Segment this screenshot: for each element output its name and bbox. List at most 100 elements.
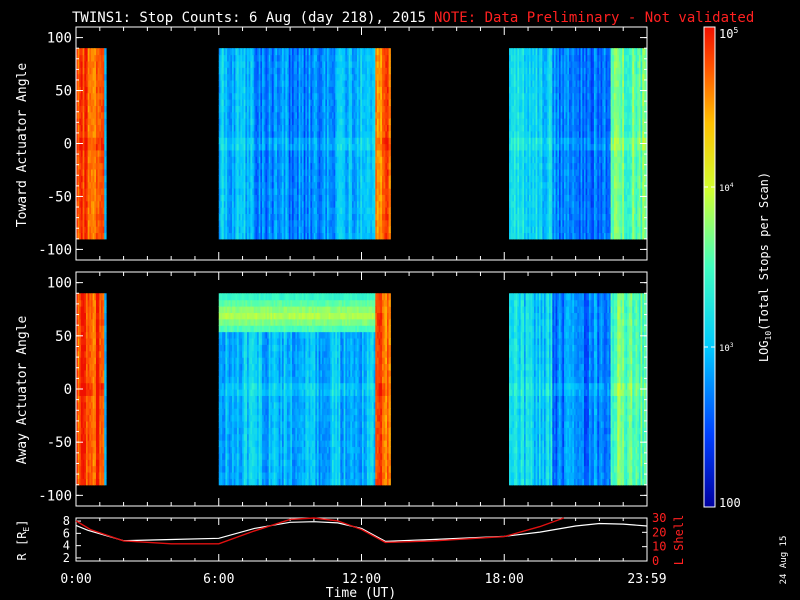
heatmap-cell [90, 54, 94, 62]
heatmap-cell [558, 130, 562, 138]
heatmap-cell [220, 79, 223, 87]
heatmap-cell [232, 187, 235, 195]
heatmap-cell [263, 79, 266, 87]
heatmap-cell [346, 143, 350, 151]
heatmap-cell [295, 162, 298, 170]
heatmap-cell [385, 149, 388, 157]
heatmap-cell [248, 137, 251, 145]
heatmap-cell [90, 219, 94, 227]
heatmap-cell [285, 226, 288, 234]
heatmap-cell [524, 226, 527, 234]
heatmap-cell [308, 149, 311, 157]
heatmap-cell [515, 67, 518, 75]
heatmap-cell [295, 60, 298, 68]
heatmap-cell [547, 194, 550, 202]
heatmap-cell [528, 207, 532, 214]
heatmap-cell [350, 181, 353, 189]
heatmap-cell [568, 162, 572, 170]
heatmap-cell [348, 130, 351, 138]
heatmap-cell [365, 124, 368, 132]
heatmap-cell [94, 73, 97, 81]
heatmap-cell [358, 143, 361, 151]
heatmap-cell [77, 149, 80, 157]
heatmap-cell [548, 105, 552, 113]
heatmap-cell [252, 130, 255, 138]
heatmap-cell [238, 226, 242, 234]
heatmap-cell [365, 187, 368, 195]
heatmap-cell [333, 111, 336, 119]
heatmap-cell [361, 92, 365, 100]
heatmap-cell [243, 162, 246, 170]
heatmap-cell [87, 175, 90, 183]
heatmap-cell [385, 207, 388, 214]
heatmap-cell [235, 99, 238, 106]
heatmap-cell [563, 194, 567, 202]
heatmap-cell [376, 162, 380, 170]
heatmap-cell [565, 48, 568, 56]
heatmap-cell [568, 207, 572, 214]
heatmap-cell [247, 99, 250, 106]
heatmap-cell [567, 162, 570, 170]
heatmap-cell [92, 137, 95, 145]
heatmap-cell [550, 149, 553, 157]
heatmap-cell [514, 213, 517, 221]
heatmap-cell [333, 92, 336, 100]
heatmap-cell [353, 130, 356, 138]
heatmap-cell [346, 232, 350, 240]
heatmap-cell [90, 232, 94, 240]
heatmap-cell [257, 86, 260, 94]
heatmap-cell [305, 162, 308, 170]
heatmap-cell [520, 232, 523, 240]
heatmap-cell [343, 111, 346, 119]
heatmap-cell [252, 232, 255, 240]
heatmap-cell [373, 118, 376, 126]
heatmap-cell [538, 60, 542, 68]
heatmap-cell [520, 73, 523, 81]
heatmap-cell [76, 124, 79, 132]
heatmap-cell [325, 111, 328, 119]
heatmap-cell [338, 156, 341, 164]
heatmap-cell [530, 67, 533, 75]
heatmap-cell [235, 200, 238, 208]
heatmap-cell [385, 232, 388, 240]
heatmap-cell [356, 79, 360, 87]
heatmap-cell [558, 200, 562, 208]
heatmap-cell [283, 130, 286, 138]
heatmap-cell [562, 226, 565, 234]
heatmap-cell [223, 124, 227, 132]
heatmap-cell [292, 175, 295, 183]
heatmap-cell [545, 143, 548, 151]
heatmap-cell [376, 226, 380, 234]
heatmap-cell [295, 111, 298, 119]
heatmap-cell [383, 118, 386, 126]
heatmap-cell [97, 156, 100, 164]
heatmap-cell [242, 118, 245, 126]
heatmap-cell [297, 73, 300, 81]
heatmap-cell [293, 181, 296, 189]
heatmap-cell [557, 130, 560, 138]
heatmap-cell [298, 86, 301, 94]
heatmap-cell [223, 67, 227, 75]
heatmap-cell [532, 187, 535, 195]
heatmap-cell [578, 149, 582, 157]
heatmap-cell [555, 111, 558, 119]
heatmap-cell [317, 162, 320, 170]
heatmap-cell [380, 73, 383, 81]
heatmap-cell [272, 60, 275, 68]
heatmap-cell [273, 156, 276, 164]
heatmap-cell [290, 118, 293, 126]
heatmap-cell [325, 149, 328, 157]
heatmap-cell [540, 168, 543, 176]
heatmap-cell [355, 162, 358, 170]
heatmap-cell [368, 181, 371, 189]
heatmap-cell [570, 200, 573, 208]
heatmap-cell [527, 207, 530, 214]
heatmap-cell [547, 213, 550, 221]
heatmap-cell [351, 60, 355, 68]
heatmap-cell [95, 219, 99, 227]
heatmap-cell [222, 67, 225, 75]
heatmap-cell [565, 156, 568, 164]
heatmap-cell [272, 162, 275, 170]
heatmap-cell [386, 54, 390, 62]
heatmap-cell [560, 137, 563, 145]
